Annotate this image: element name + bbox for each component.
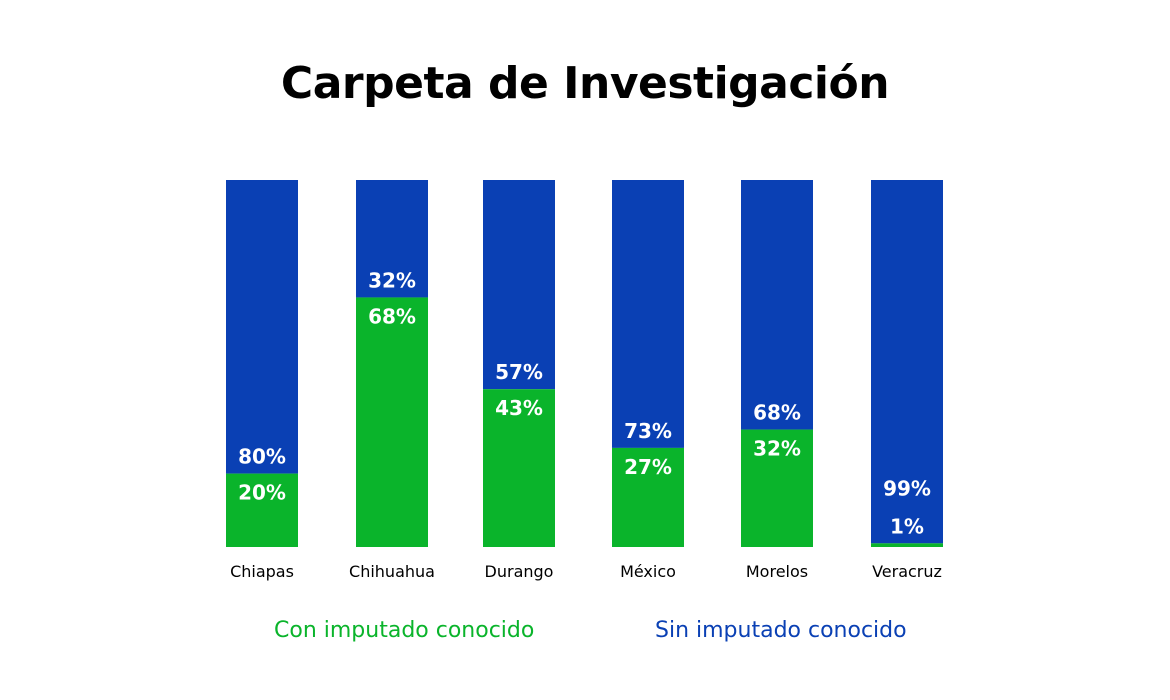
- bar-con-imputado-1: [356, 297, 428, 547]
- label-con-imputado-4: 32%: [753, 437, 801, 461]
- category-label-3: México: [620, 562, 676, 581]
- label-sin-imputado-5: 99%: [883, 476, 931, 500]
- label-sin-imputado-2: 57%: [495, 360, 543, 384]
- label-sin-imputado-1: 32%: [368, 268, 416, 292]
- label-sin-imputado-3: 73%: [624, 419, 672, 443]
- bar-sin-imputado-1: [356, 180, 428, 298]
- bar-sin-imputado-5: [871, 180, 943, 544]
- chart-title: Carpeta de Investigación: [280, 58, 890, 109]
- label-con-imputado-1: 68%: [368, 304, 416, 328]
- label-con-imputado-2: 43%: [495, 396, 543, 420]
- category-label-2: Durango: [485, 562, 554, 581]
- bar-con-imputado-4: [741, 429, 813, 547]
- label-sin-imputado-4: 68%: [753, 401, 801, 425]
- bar-sin-imputado-3: [612, 180, 684, 448]
- category-label-5: Veracruz: [872, 562, 942, 581]
- label-con-imputado-5: 1%: [890, 514, 924, 538]
- bar-con-imputado-2: [483, 389, 555, 547]
- bar-sin-imputado-0: [226, 180, 298, 474]
- bar-con-imputado-5: [871, 543, 943, 547]
- label-con-imputado-3: 27%: [624, 455, 672, 479]
- category-label-4: Morelos: [746, 562, 808, 581]
- label-con-imputado-0: 20%: [238, 481, 286, 505]
- label-sin-imputado-0: 80%: [238, 445, 286, 469]
- bar-sin-imputado-2: [483, 180, 555, 390]
- category-label-0: Chiapas: [230, 562, 294, 581]
- legend-sin-imputado: Sin imputado conocido: [655, 618, 907, 643]
- bar-con-imputado-0: [226, 473, 298, 547]
- bar-con-imputado-3: [612, 447, 684, 547]
- bar-sin-imputado-4: [741, 180, 813, 430]
- category-label-1: Chihuahua: [349, 562, 435, 581]
- legend-con-imputado: Con imputado conocido: [274, 618, 535, 643]
